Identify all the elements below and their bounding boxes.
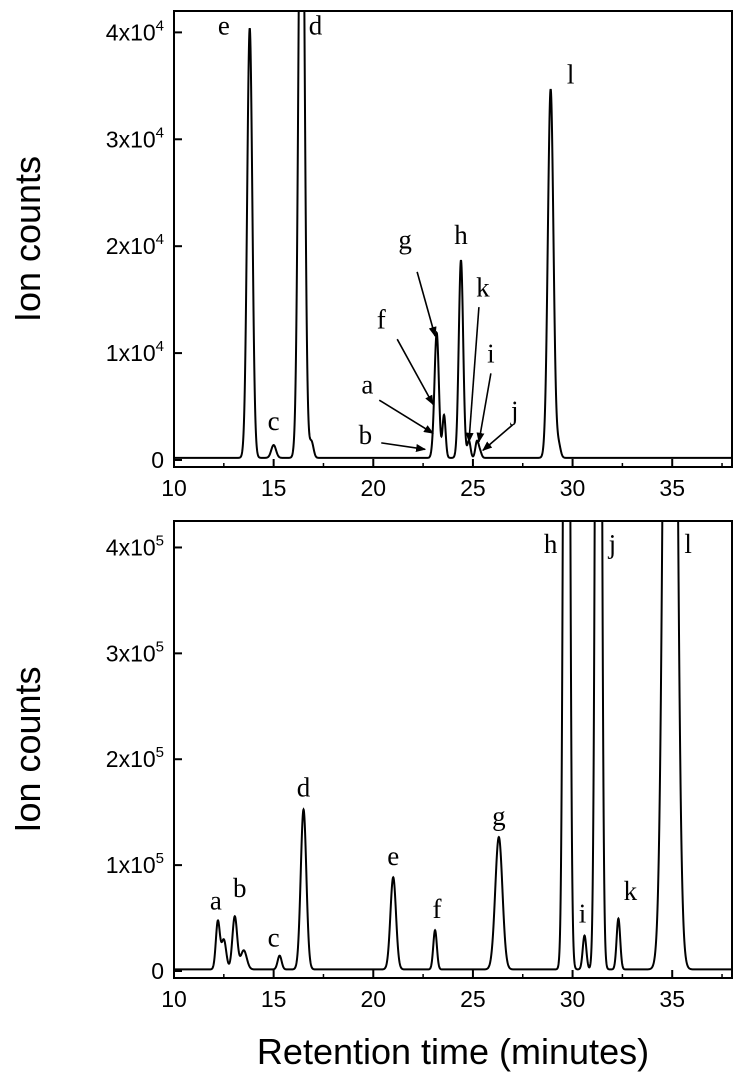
peak-label-i: i [579,898,587,928]
y-tick-exponent: 5 [156,850,164,867]
peak-label-c: c [268,406,280,436]
annotation-arrow [416,271,437,337]
y-tick-label: 4x105 [106,532,164,560]
peak-label-f: f [433,894,442,924]
y-tick-label: 2x104 [106,231,164,259]
x-tick-label: 30 [560,475,586,501]
x-tick-label: 25 [460,475,486,501]
y-tick-label: 3x105 [106,638,164,666]
peak-label-e: e [218,11,230,41]
peak-label-b: b [233,873,247,903]
y-tick-exponent: 4 [156,231,164,248]
peak-label-l: l [567,60,575,90]
x-tick-label: 10 [161,475,187,501]
y-tick-exponent: 5 [156,532,164,549]
peak-label-k: k [624,876,638,906]
plot-frame-1 [173,10,733,468]
y-tick-mantissa: 1x10 [106,340,156,366]
x-tick-label: 15 [261,475,287,501]
peak-label-a: a [210,886,222,916]
peak-label-j: j [608,529,617,559]
y-tick-mantissa: 1x10 [106,852,156,878]
peak-label-k: k [476,272,490,302]
peak-label-d: d [297,772,311,802]
peak-label-g: g [398,224,412,254]
x-tick-label: 25 [460,986,486,1012]
x-tick-label: 10 [161,986,187,1012]
annotation-arrow [396,338,434,406]
y-tick-mantissa: 4x10 [106,19,156,45]
peak-label-e: e [387,841,399,871]
peak-label-l: l [684,529,692,559]
y-axis-title: Ion counts [7,156,48,322]
annotation-arrow [465,307,480,443]
plot-frame-2 [173,520,733,979]
peak-label-c: c [268,923,280,953]
y-tick-label: 0 [151,447,164,473]
y-tick-label: 0 [151,958,164,984]
peak-label-h: h [454,220,468,250]
trace-line-1 [174,11,732,459]
annotation-arrow [381,442,427,452]
y-tick-mantissa: 2x10 [106,746,156,772]
y-tick-mantissa: 4x10 [106,534,156,560]
peak-label-g: g [492,801,506,831]
y-tick-exponent: 5 [156,638,164,655]
peak-label-d: d [309,11,323,41]
y-tick-exponent: 4 [156,338,164,355]
x-tick-label: 30 [560,986,586,1012]
y-tick-mantissa: 2x10 [106,233,156,259]
peak-label-b: b [359,420,373,450]
y-tick-label: 1x104 [106,338,164,366]
trace-line-2 [174,521,732,971]
peak-label-h: h [544,529,558,559]
x-tick-label: 35 [659,475,685,501]
annotation-arrow [476,373,492,443]
y-tick-label: 2x105 [106,744,164,772]
y-tick-exponent: 4 [156,17,164,34]
x-tick-label: 20 [360,475,386,501]
x-axis-title: Retention time (minutes) [257,1031,649,1072]
y-tick-mantissa: 3x10 [106,640,156,666]
y-tick-exponent: 4 [156,124,164,141]
x-tick-label: 15 [261,986,287,1012]
y-tick-exponent: 5 [156,744,164,761]
peak-label-a: a [361,370,373,400]
y-axis-title: Ion counts [7,666,48,832]
y-tick-label: 1x105 [106,850,164,878]
peak-label-f: f [377,305,386,335]
y-tick-label: 3x104 [106,124,164,152]
annotation-arrow [378,399,434,434]
x-tick-label: 20 [360,986,386,1012]
y-tick-label: 4x104 [106,17,164,45]
peak-label-j: j [510,395,519,425]
x-tick-label: 35 [659,986,685,1012]
peak-label-i: i [487,339,495,369]
y-tick-mantissa: 3x10 [106,126,156,152]
annotation-arrow [482,424,514,452]
